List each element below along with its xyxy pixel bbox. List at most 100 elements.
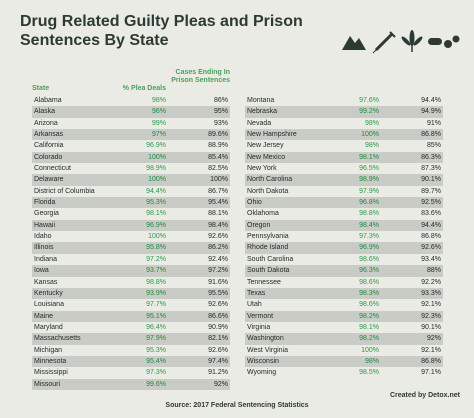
table-row: Delaware 100% 100% [32,174,230,186]
state-cell: Oklahoma [247,210,279,218]
plea-deal-cell: 99.2% [359,108,379,116]
prison-sentence-cell: 88% [426,267,441,275]
plea-deal-cell: 97.3% [146,369,166,377]
state-cell: New Mexico [247,153,286,161]
state-cell: New Jersey [247,142,284,150]
state-cell: Oregon [247,221,271,229]
prison-sentence-cell: 91.2% [208,369,228,377]
table-row: Alaska 96% 95% [32,106,230,118]
state-cell: Michigan [34,346,63,354]
plea-deal-cell: 98.1% [359,323,379,331]
plea-deal-cell: 97.9% [359,187,379,195]
table-row: North Dakota 97.9% 89.7% [245,186,443,197]
state-cell: Wisconsin [247,357,279,365]
credit-text: Created by Detox.net [389,392,460,399]
state-cell: Arizona [34,119,58,127]
state-cell: District of Columbia [34,187,95,195]
prison-sentence-cell: 92% [426,335,441,343]
prison-sentence-cell: 93.4% [421,255,441,263]
table-row: New Hampshire 100% 86.8% [245,129,443,141]
prison-sentence-cell: 86.8% [421,233,441,241]
plea-deal-cell: 95.8% [146,244,166,252]
table-row: Oklahoma 98.8% 83.6% [245,208,443,219]
prison-sentence-cell: 92.1% [421,301,441,309]
plea-deal-cell: 96% [151,108,166,116]
prison-sentence-cell: 86.2% [208,244,228,252]
plea-deal-cell: 98.8% [146,278,166,286]
plea-deal-cell: 97.7% [146,301,166,309]
plea-deal-cell: 96.5% [359,165,379,173]
plea-deal-cell: 98.1% [359,153,379,161]
prison-sentence-cell: 92.6% [421,244,441,252]
prison-sentence-cell: 86.7% [208,187,228,195]
prison-sentence-cell: 86.8% [421,131,441,139]
table-row: District of Columbia 94.4% 86.7% [32,186,230,197]
state-cell: Kansas [34,278,58,286]
plea-deal-cell: 99.6% [146,380,166,388]
pills-icon [428,35,460,48]
source-text: Source: 2017 Federal Sentencing Statisti… [165,402,309,409]
prison-sentence-cell: 98.4% [208,221,228,229]
state-cell: Iowa [34,267,49,275]
state-cell: Missouri [34,380,61,388]
plea-deal-cell: 98.6% [359,278,379,286]
plea-deal-cell: 98.5% [359,369,379,377]
state-cell: Louisiana [34,301,64,309]
table-row: Washington 98.2% 92% [245,333,443,345]
state-cell: Ohio [247,199,262,207]
prison-sentence-cell: 95.4% [208,199,228,207]
prison-sentence-cell: 95.5% [208,289,228,297]
plea-deal-cell: 95.3% [146,346,166,354]
plea-deal-cell: 94.4% [146,187,166,195]
state-cell: Delaware [34,176,64,184]
table-row: Maryland 96.4% 90.9% [32,322,230,333]
plea-deal-cell: 93.9% [146,289,166,297]
table-row: Arizona 99% 93% [32,118,230,129]
table-row: New York 96.5% 87.3% [245,163,443,174]
state-cell: Virginia [247,323,271,331]
prison-sentence-cell: 92.6% [208,233,228,241]
plea-deal-cell: 100% [148,176,166,184]
state-cell: New York [247,165,277,173]
table-row: Vermont 98.2% 92.3% [245,310,443,322]
table-row: Illinois 95.8% 86.2% [32,242,230,254]
table-row: New Mexico 98.1% 86.3% [245,151,443,164]
state-cell: North Carolina [247,176,293,184]
table-row: Connecticut 98.9% 82.5% [32,163,230,174]
state-cell: Idaho [34,233,52,241]
state-cell: Mississippi [34,369,68,377]
state-cell: Maine [34,312,54,320]
plea-deal-cell: 98.1% [146,210,166,218]
prison-sentence-cell: 97.1% [421,369,441,377]
header-prison-sentences: Cases Ending In Prison Sentences [171,69,230,84]
prison-sentence-cell: 89.6% [208,131,228,139]
state-cell: Texas [247,289,266,297]
prison-sentence-cell: 92.6% [208,301,228,309]
prison-sentence-cell: 92.6% [208,346,228,354]
state-cell: Nebraska [247,108,277,116]
prison-sentence-cell: 90.1% [421,176,441,184]
state-cell: Minnesota [34,357,67,365]
table-row: Idaho 100% 92.6% [32,231,230,242]
table-row: Rhode Island 96.9% 92.6% [245,242,443,254]
state-cell: Alaska [34,108,56,116]
prison-sentence-cell: 92.2% [421,278,441,286]
state-cell: Arkansas [34,131,64,139]
state-cell: West Virginia [247,346,288,354]
table-row: Louisiana 97.7% 92.6% [32,299,230,310]
plea-deal-cell: 98.2% [359,312,379,320]
plea-deal-cell: 100% [361,131,379,139]
prison-sentence-cell: 88.9% [208,142,228,150]
state-cell: Massachusetts [34,335,81,343]
plea-deal-cell: 100% [361,346,379,354]
plea-deal-cell: 96.9% [359,244,379,252]
plea-deal-cell: 95.4% [146,357,166,365]
plea-deal-cell: 95.3% [146,199,166,207]
table-row: North Carolina 98.9% 90.1% [245,174,443,186]
plea-deal-cell: 100% [148,153,166,161]
state-cell: Hawaii [34,221,56,229]
state-cell: South Carolina [247,255,294,263]
prison-sentence-cell: 85% [426,142,441,150]
plea-deal-cell: 96.9% [146,142,166,150]
plea-deal-cell: 98% [364,357,379,365]
